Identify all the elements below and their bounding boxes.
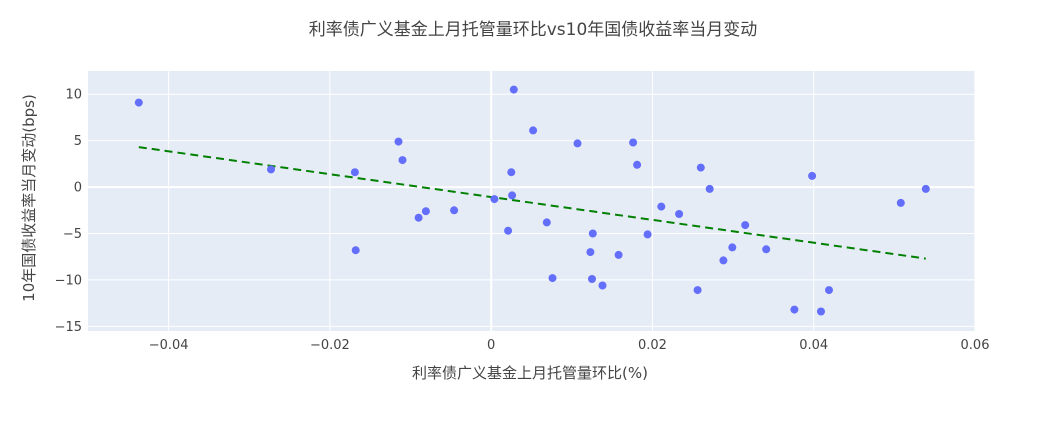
x-tick-label: −0.04 bbox=[149, 338, 189, 353]
scatter-point bbox=[509, 85, 518, 94]
scatter-point bbox=[134, 98, 143, 107]
x-axis-title: 利率债广义基金上月托管量环比(%) bbox=[412, 364, 648, 382]
scatter-point bbox=[614, 250, 623, 259]
y-tick-label: −10 bbox=[55, 273, 82, 288]
plot-area bbox=[88, 71, 975, 331]
scatter-point bbox=[762, 245, 771, 254]
y-tick-label: 10 bbox=[65, 88, 82, 103]
scatter-point bbox=[508, 191, 517, 200]
scatter-point bbox=[542, 218, 551, 227]
scatter-point bbox=[490, 195, 499, 204]
scatter-point bbox=[414, 213, 423, 222]
scatter-point bbox=[633, 160, 642, 169]
scatter-point bbox=[643, 230, 652, 239]
scatter-point bbox=[548, 274, 557, 283]
x-tick-label: 0.06 bbox=[961, 338, 990, 353]
x-tick-label: 0.04 bbox=[799, 338, 828, 353]
scatter-point bbox=[693, 286, 702, 295]
scatter-point bbox=[588, 229, 597, 238]
chart-title: 利率债广义基金上月托管量环比vs10年国债收益率当月变动 bbox=[309, 20, 758, 40]
y-tick-labels: −15 −10 −5 0 5 10 bbox=[55, 88, 82, 335]
scatter-point bbox=[588, 275, 596, 283]
scatter-point bbox=[741, 221, 750, 230]
scatter-point bbox=[825, 286, 833, 295]
scatter-point bbox=[629, 138, 638, 147]
scatter-point bbox=[696, 163, 705, 172]
scatter-point bbox=[267, 165, 275, 174]
y-tick-label: −5 bbox=[63, 227, 82, 242]
y-axis-title: 10年国债收益率当月变动(bps) bbox=[20, 94, 38, 302]
scatter-point bbox=[705, 184, 714, 193]
scatter-point bbox=[394, 137, 403, 146]
scatter-point bbox=[896, 198, 905, 207]
y-tick-label: 0 bbox=[74, 181, 82, 196]
scatter-point bbox=[398, 156, 407, 165]
scatter-point bbox=[657, 202, 666, 211]
scatter-point bbox=[351, 246, 360, 255]
scatter-point bbox=[586, 248, 595, 257]
x-tick-label: 0.02 bbox=[638, 338, 667, 353]
scatter-point bbox=[808, 171, 817, 180]
scatter-point bbox=[529, 126, 538, 135]
scatter-point bbox=[504, 226, 513, 235]
y-gridlines bbox=[88, 93, 975, 327]
scatter-point bbox=[817, 307, 825, 316]
scatter-point bbox=[350, 168, 359, 177]
scatter-point bbox=[790, 305, 799, 314]
x-tick-label: −0.02 bbox=[310, 338, 350, 353]
scatter-point bbox=[573, 139, 582, 148]
scatter-point bbox=[921, 184, 930, 193]
scatter-point bbox=[719, 256, 728, 265]
x-tick-labels: −0.04 −0.02 0 0.02 0.04 0.06 bbox=[149, 338, 990, 353]
y-tick-label: −15 bbox=[55, 320, 82, 335]
scatter-point bbox=[675, 210, 684, 218]
scatter-point bbox=[450, 206, 459, 215]
scatter-point bbox=[421, 207, 430, 216]
scatter-point bbox=[598, 281, 607, 290]
scatter-point bbox=[728, 243, 737, 252]
scatter-point bbox=[507, 168, 516, 177]
y-tick-label: 5 bbox=[74, 134, 82, 149]
x-tick-label: 0 bbox=[487, 338, 495, 353]
data-points bbox=[134, 85, 930, 316]
